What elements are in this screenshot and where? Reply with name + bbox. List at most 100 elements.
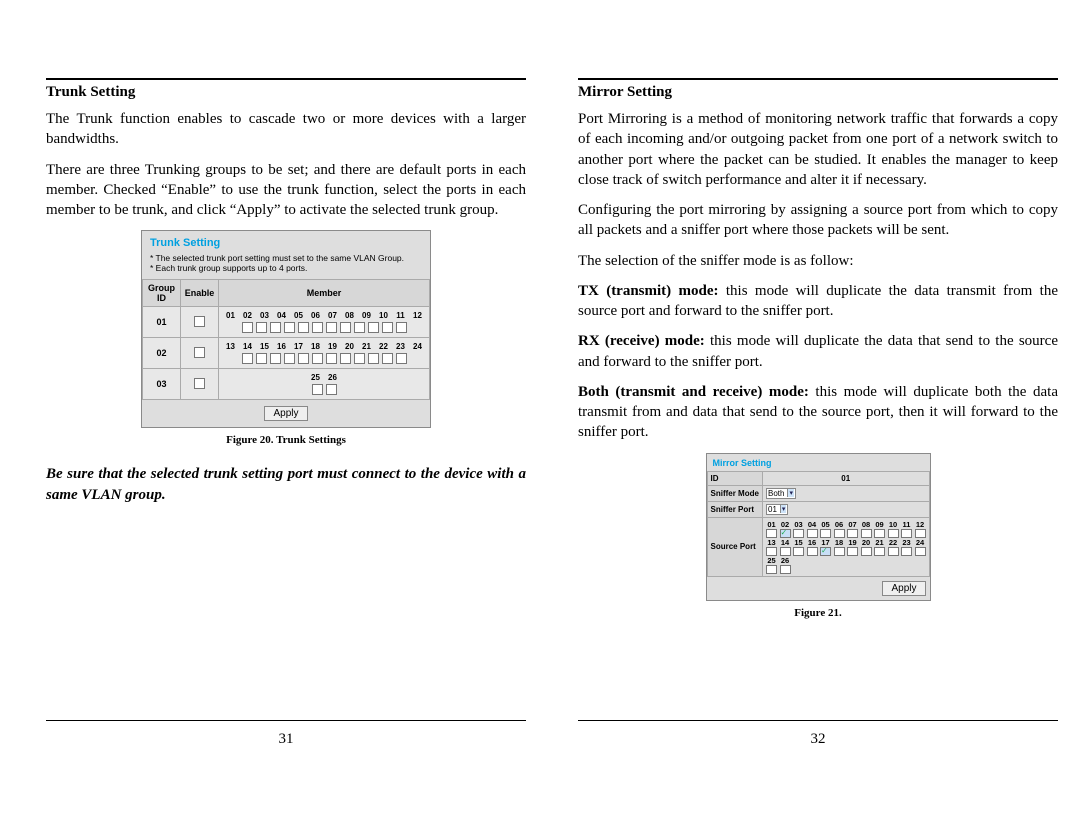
port-checkbox[interactable] xyxy=(326,353,337,364)
port-checkbox[interactable] xyxy=(256,353,267,364)
mh-port: Sniffer Port xyxy=(707,501,763,517)
m-port-label: 09 xyxy=(874,520,885,529)
trunk-row: 032526 xyxy=(143,369,430,400)
port-checkbox[interactable] xyxy=(368,322,379,333)
th-enable: Enable xyxy=(181,280,219,307)
both-label: Both (transmit and receive) mode: xyxy=(578,384,809,400)
port-checkbox[interactable] xyxy=(368,353,379,364)
m-port-checkbox[interactable] xyxy=(780,529,791,538)
m-port-checkbox[interactable] xyxy=(861,529,872,538)
m-port-checkbox[interactable] xyxy=(888,529,899,538)
trunk-group-id: 01 xyxy=(143,307,181,338)
trunk-p2: There are three Trunking groups to be se… xyxy=(46,160,526,221)
m-port-label: 22 xyxy=(888,538,899,547)
m-port-label: 01 xyxy=(766,520,777,529)
trunk-group-id: 03 xyxy=(143,369,181,400)
m-port-checkbox[interactable] xyxy=(793,529,804,538)
m-port-label: 26 xyxy=(780,556,791,565)
port-checkbox[interactable] xyxy=(354,353,365,364)
m-port-checkbox[interactable] xyxy=(834,547,845,556)
port-checkbox[interactable] xyxy=(396,322,407,333)
m-port-checkbox[interactable] xyxy=(780,547,791,556)
port-checkbox[interactable] xyxy=(312,384,323,395)
m-port-checkbox[interactable] xyxy=(766,565,777,574)
m-port-checkbox[interactable] xyxy=(874,547,885,556)
m-port-label: 20 xyxy=(861,538,872,547)
m-port-label: 16 xyxy=(807,538,818,547)
m-port-checkbox[interactable] xyxy=(807,529,818,538)
trunk-apply-button[interactable]: Apply xyxy=(264,406,307,421)
rx-label: RX (receive) mode: xyxy=(578,333,705,349)
m-port-checkbox[interactable] xyxy=(820,547,831,556)
m-port-checkbox[interactable] xyxy=(861,547,872,556)
m-port-checkbox[interactable] xyxy=(847,529,858,538)
sniffer-port-select[interactable]: 01 ▾ xyxy=(766,504,788,515)
port-label: 15 xyxy=(258,342,272,351)
trunk-enable-cell xyxy=(181,338,219,369)
port-checkbox[interactable] xyxy=(312,353,323,364)
port-checkbox[interactable] xyxy=(382,353,393,364)
trunk-fig-caption: Figure 20. Trunk Settings xyxy=(46,434,526,446)
port-checkbox[interactable] xyxy=(256,322,267,333)
port-checkbox[interactable] xyxy=(284,353,295,364)
m-port-checkbox[interactable] xyxy=(807,547,818,556)
port-checkbox[interactable] xyxy=(312,322,323,333)
m-port-checkbox[interactable] xyxy=(766,547,777,556)
m-port-label: 15 xyxy=(793,538,804,547)
page-left: Trunk Setting The Trunk function enables… xyxy=(46,78,526,505)
port-label: 14 xyxy=(241,342,255,351)
port-checkbox[interactable] xyxy=(326,384,337,395)
port-label: 03 xyxy=(258,311,272,320)
trunk-enable-cell xyxy=(181,307,219,338)
mirror-apply-button[interactable]: Apply xyxy=(882,581,925,596)
m-port-checkbox[interactable] xyxy=(888,547,899,556)
m-port-checkbox[interactable] xyxy=(915,547,926,556)
chevron-down-icon: ▾ xyxy=(787,489,794,497)
m-port-checkbox[interactable] xyxy=(874,529,885,538)
m-port-checkbox[interactable] xyxy=(766,529,777,538)
m-port-label: 12 xyxy=(915,520,926,529)
port-label: 19 xyxy=(326,342,340,351)
port-checkbox[interactable] xyxy=(270,322,281,333)
m-port-checkbox[interactable] xyxy=(834,529,845,538)
port-checkbox[interactable] xyxy=(354,322,365,333)
port-checkbox[interactable] xyxy=(298,322,309,333)
m-port-checkbox[interactable] xyxy=(901,547,912,556)
m-port-checkbox[interactable] xyxy=(901,529,912,538)
rule-top-r xyxy=(578,78,1058,80)
sniffer-mode-select[interactable]: Both ▾ xyxy=(766,488,796,499)
port-label: 10 xyxy=(377,311,391,320)
mirror-p2: Configuring the port mirroring by assign… xyxy=(578,200,1058,241)
port-checkbox[interactable] xyxy=(242,322,253,333)
footer-right: 32 xyxy=(578,720,1058,748)
port-checkbox[interactable] xyxy=(326,322,337,333)
m-port-checkbox[interactable] xyxy=(915,529,926,538)
m-port-label: 23 xyxy=(901,538,912,547)
port-checkbox[interactable] xyxy=(270,353,281,364)
trunk-group-id: 02 xyxy=(143,338,181,369)
port-label: 22 xyxy=(377,342,391,351)
trunk-enable-checkbox[interactable] xyxy=(194,316,205,327)
trunk-p1: The Trunk function enables to cascade tw… xyxy=(46,109,526,150)
port-checkbox[interactable] xyxy=(298,353,309,364)
m-port-checkbox[interactable] xyxy=(780,565,791,574)
port-checkbox[interactable] xyxy=(340,322,351,333)
trunk-enable-checkbox[interactable] xyxy=(194,347,205,358)
port-checkbox[interactable] xyxy=(382,322,393,333)
tx-label: TX (transmit) mode: xyxy=(578,283,719,299)
trunk-table: Group ID Enable Member 01010203040506070… xyxy=(142,279,430,400)
port-checkbox[interactable] xyxy=(396,353,407,364)
m-port-label: 18 xyxy=(834,538,845,547)
mirror-source-cell: 0102030405060708091011121314151617181920… xyxy=(763,517,930,576)
mirror-tx: TX (transmit) mode: this mode will dupli… xyxy=(578,281,1058,322)
port-checkbox[interactable] xyxy=(340,353,351,364)
port-checkbox[interactable] xyxy=(242,353,253,364)
port-label: 18 xyxy=(309,342,323,351)
trunk-enable-checkbox[interactable] xyxy=(194,378,205,389)
m-port-checkbox[interactable] xyxy=(793,547,804,556)
mv-mode-cell: Both ▾ xyxy=(763,485,930,501)
m-port-label: 24 xyxy=(915,538,926,547)
m-port-checkbox[interactable] xyxy=(847,547,858,556)
m-port-checkbox[interactable] xyxy=(820,529,831,538)
port-checkbox[interactable] xyxy=(284,322,295,333)
